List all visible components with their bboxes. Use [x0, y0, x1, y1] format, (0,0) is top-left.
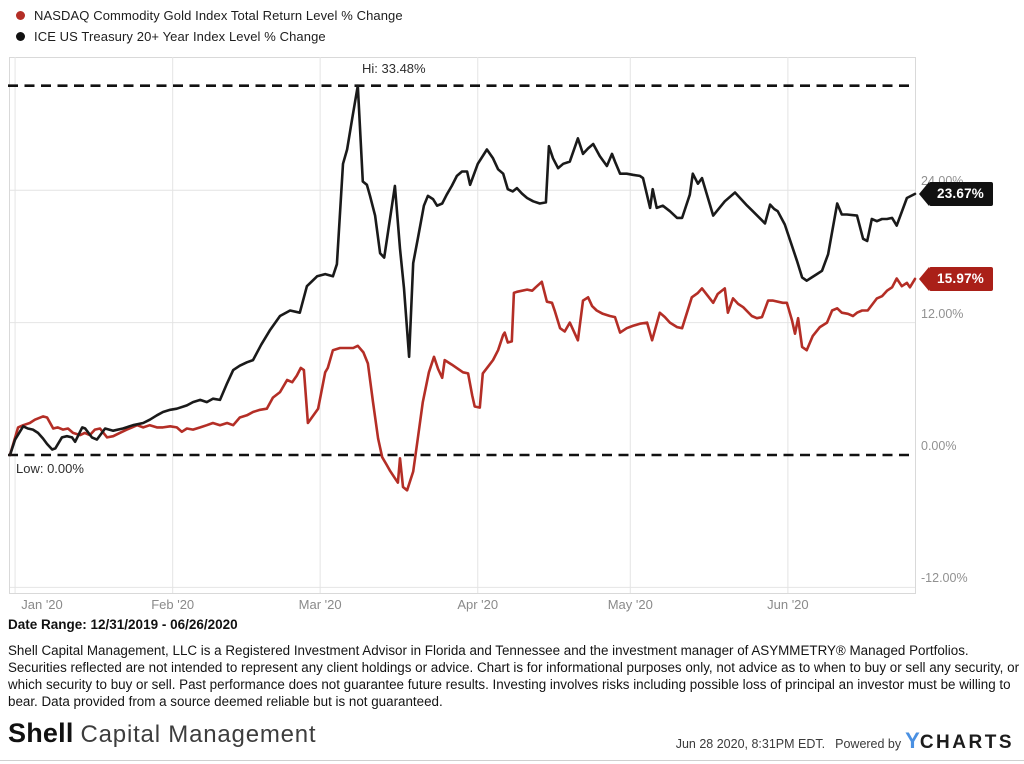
treasury-line [8, 84, 917, 457]
date-range-label: Date Range: 12/31/2019 - 06/26/2020 [8, 617, 238, 632]
legend-item-gold[interactable]: NASDAQ Commodity Gold Index Total Return… [16, 5, 403, 26]
y-axis-tick-label: -12.00% [921, 571, 968, 586]
y-axis-tick-label: 0.00% [921, 439, 957, 453]
bottom-divider [0, 760, 1024, 761]
legend-dot-icon [16, 11, 25, 20]
low-annotation: Low: 0.00% [16, 461, 84, 476]
timestamp-text: Jun 28 2020, 8:31PM EDT. [675, 737, 826, 751]
gold-line [8, 277, 917, 492]
plot-border [9, 57, 916, 594]
ycharts-y-mark: Y [905, 728, 920, 753]
footer-attribution: Jun 28 2020, 8:31PM EDT. Powered by Y CH… [676, 728, 1014, 754]
logo-bold-text: Shell [8, 718, 74, 748]
x-axis-tick-label: Jan '20 [21, 597, 63, 612]
legend-dot-icon [16, 32, 25, 41]
x-axis-tick-label: May '20 [607, 597, 653, 612]
treasury-last-value-badge: 23.67% [929, 181, 993, 206]
ycharts-logo: Y CHARTS [905, 728, 1014, 754]
powered-by-text: Powered by [835, 737, 902, 751]
hi-annotation: Hi: 33.48% [362, 61, 426, 76]
y-axis-tick-label: 12.00% [921, 306, 964, 321]
x-axis-tick-label: Feb '20 [151, 597, 195, 612]
x-axis-tick-label: Jun '20 [767, 597, 809, 612]
legend-item-label: NASDAQ Commodity Gold Index Total Return… [34, 8, 403, 23]
legend-item-label: ICE US Treasury 20+ Year Index Level % C… [34, 29, 326, 44]
logo-rest-text: Capital Management [80, 721, 317, 748]
ycharts-wordmark: CHARTS [919, 732, 1014, 753]
gold-last-value-badge: 15.97% [929, 266, 993, 291]
shell-capital-logo: Shell Capital Management [8, 718, 316, 749]
legend-item-treasury[interactable]: ICE US Treasury 20+ Year Index Level % C… [16, 26, 403, 47]
chart-legend: NASDAQ Commodity Gold Index Total Return… [16, 5, 403, 47]
x-axis-tick-label: Apr '20 [457, 597, 499, 612]
disclaimer-text: Shell Capital Management, LLC is a Regis… [8, 643, 1020, 709]
chart-plot-area[interactable] [0, 0, 1024, 612]
x-axis-tick-label: Mar '20 [298, 597, 342, 612]
